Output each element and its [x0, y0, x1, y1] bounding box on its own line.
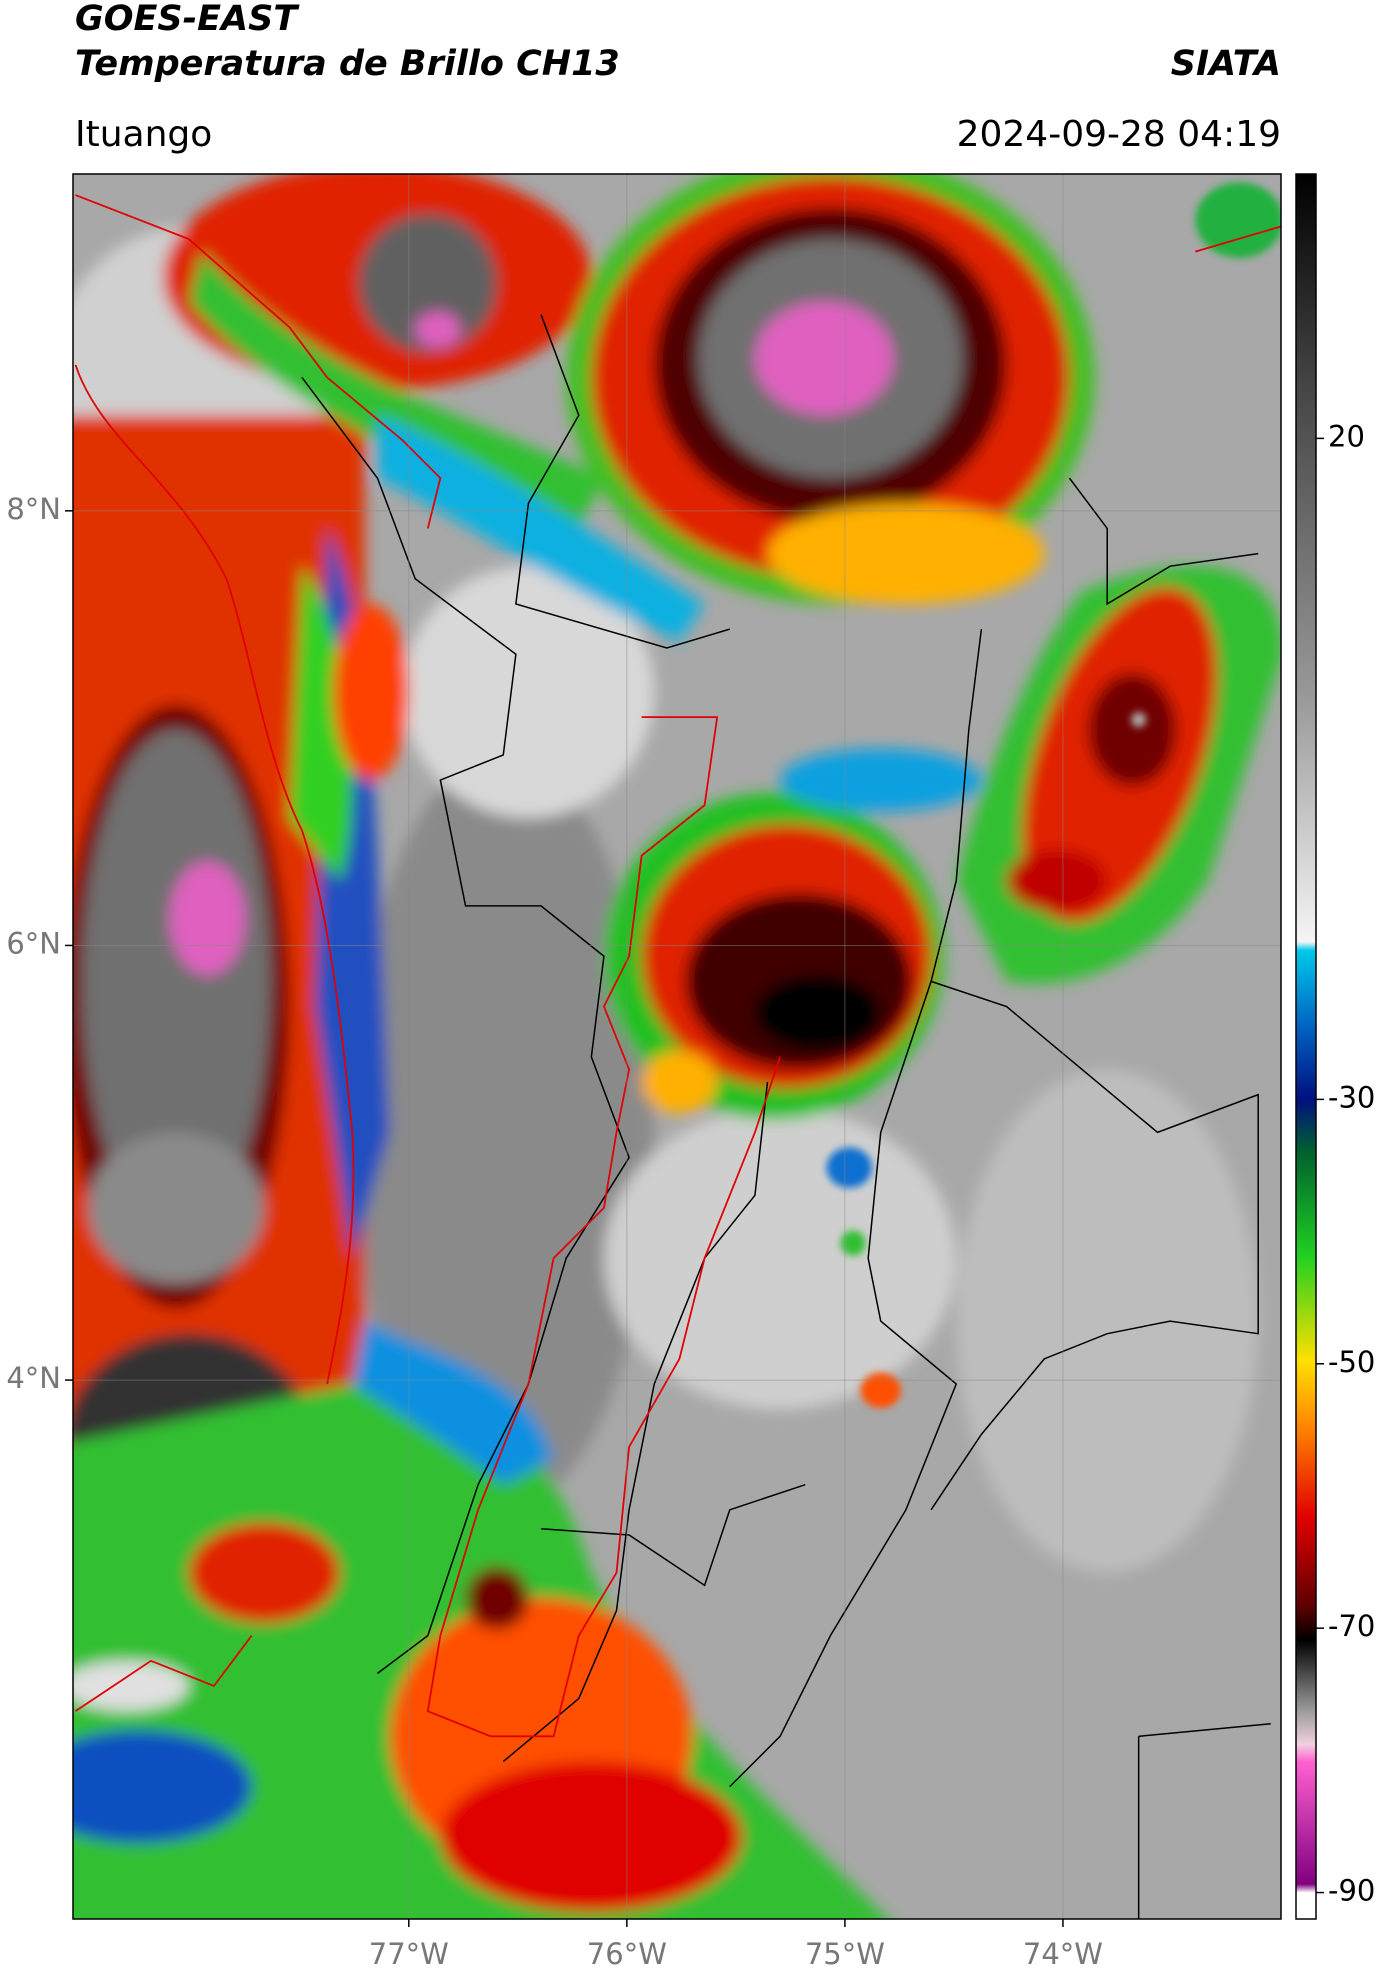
location: Ituango — [75, 114, 212, 155]
map-frame — [72, 173, 1282, 1920]
satellite-image — [73, 174, 1281, 1919]
colorbar-tick-label: -70 — [1328, 1609, 1375, 1643]
x-tick-label: 74°W — [1023, 1937, 1103, 1971]
graticule — [73, 174, 1281, 1919]
x-tick-label: 75°W — [805, 1937, 885, 1971]
datetime: 2024-09-28 04:19 — [957, 114, 1281, 155]
colorbar-tick-label: -50 — [1328, 1345, 1375, 1379]
colorbar-tick-label: 20 — [1328, 419, 1365, 453]
subtitle: Temperatura de Brillo CH13 — [75, 44, 620, 84]
colorbar-tick-label: -30 — [1328, 1080, 1375, 1114]
y-tick-label: 6°N — [6, 926, 61, 960]
y-tick-label: 4°N — [6, 1361, 61, 1395]
x-tick-label: 76°W — [587, 1937, 667, 1971]
x-tick-label: 77°W — [369, 1937, 449, 1971]
title: GOES-EAST — [75, 0, 300, 39]
colorbar — [1295, 173, 1317, 1920]
source: SIATA — [1171, 44, 1281, 84]
y-tick-label: 8°N — [6, 492, 61, 526]
colorbar-tick-label: -90 — [1328, 1874, 1375, 1908]
